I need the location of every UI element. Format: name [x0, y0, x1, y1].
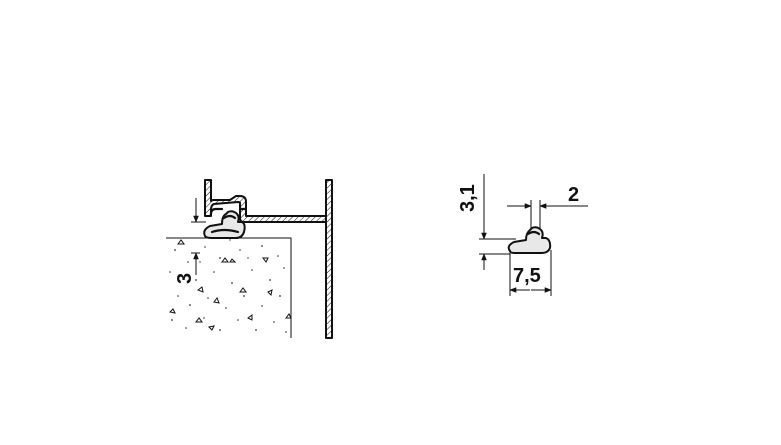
installation-view: 3 [166, 179, 333, 339]
profile-view: 3,1 2 7,5 [457, 174, 588, 296]
lip-dimension: 2 [507, 184, 588, 230]
gap-dimension-label: 3 [174, 273, 196, 284]
frame-wall [325, 179, 333, 339]
height-dimension-label: 3,1 [457, 184, 479, 212]
width-dimension: 7,5 [509, 250, 552, 296]
width-dimension-label: 7,5 [513, 265, 541, 287]
seal-gasket [203, 210, 246, 239]
concrete-block [166, 237, 292, 338]
lip-dimension-label: 2 [568, 184, 579, 206]
gap-dimension: 3 [174, 198, 206, 284]
seal-profile [507, 226, 552, 254]
height-dimension: 3,1 [457, 174, 516, 270]
